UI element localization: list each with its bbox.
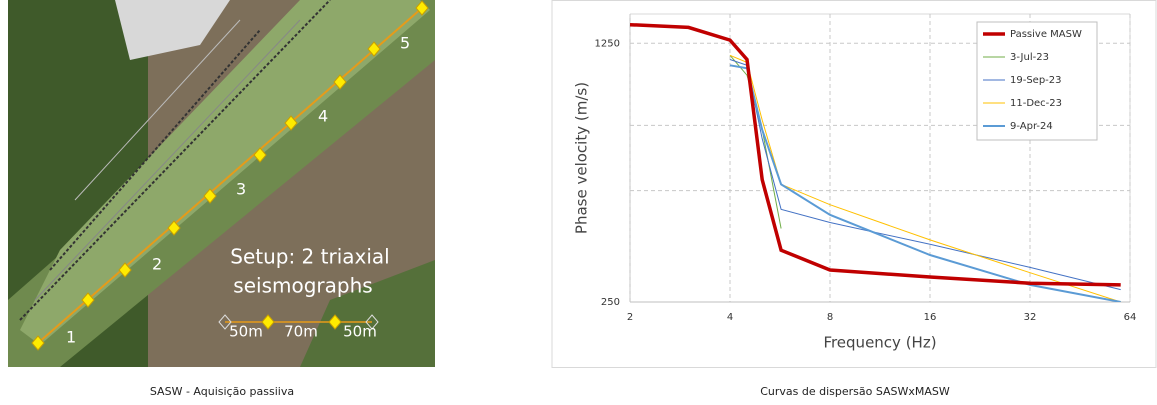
- x-tick-label: 64: [1124, 312, 1137, 323]
- series-line: [630, 22, 1121, 287]
- marker: [328, 314, 342, 330]
- x-tick-label: 8: [827, 312, 833, 323]
- point-label: 5: [400, 34, 410, 53]
- marker: [253, 147, 267, 163]
- marker: [415, 0, 429, 16]
- setup-text: seismographs: [233, 274, 372, 298]
- point-label: 3: [236, 180, 246, 199]
- marker: [367, 41, 381, 57]
- legend-label: 11-Dec-23: [1010, 98, 1062, 109]
- marker: [167, 220, 181, 236]
- setup-text: Setup: 2 triaxial: [230, 245, 389, 269]
- marker: [333, 74, 347, 90]
- marker: [118, 262, 132, 278]
- marker: [203, 188, 217, 204]
- legend-label: Passive MASW: [1010, 29, 1082, 40]
- y-tick-label: 250: [601, 297, 620, 308]
- aerial-image: [8, 0, 435, 367]
- point-label: 2: [152, 255, 162, 274]
- x-tick-label: 4: [727, 312, 733, 323]
- caption: Curvas de dispersão SASWxMASW: [760, 385, 950, 398]
- legend-box: [976, 21, 1098, 141]
- y-tick-label: 1250: [595, 38, 620, 49]
- marker: [284, 115, 298, 131]
- marker: [31, 335, 45, 351]
- marker: [218, 314, 232, 330]
- markers: [31, 0, 429, 351]
- x-tick-label: 2: [627, 312, 633, 323]
- marker: [365, 314, 379, 330]
- x-tick-label: 16: [924, 312, 937, 323]
- legend-label: 3-Jul-23: [1010, 52, 1049, 63]
- marker: [261, 314, 275, 330]
- marker: [81, 292, 95, 308]
- x-tick-label: 32: [1024, 312, 1037, 323]
- distance-label: 50m: [343, 323, 377, 341]
- x-axis-label: Frequency (Hz): [823, 334, 936, 352]
- point-label: 1: [66, 328, 76, 347]
- caption: SASW - Aquisição passiiva: [150, 385, 294, 398]
- distance-label: 70m: [284, 323, 318, 341]
- distance-label: 50m: [229, 323, 263, 341]
- point-label: 4: [318, 107, 328, 126]
- legend-label: 19-Sep-23: [1010, 75, 1062, 86]
- legend-label: 9-Apr-24: [1010, 121, 1053, 132]
- y-axis-label: Phase velocity (m/s): [573, 82, 591, 234]
